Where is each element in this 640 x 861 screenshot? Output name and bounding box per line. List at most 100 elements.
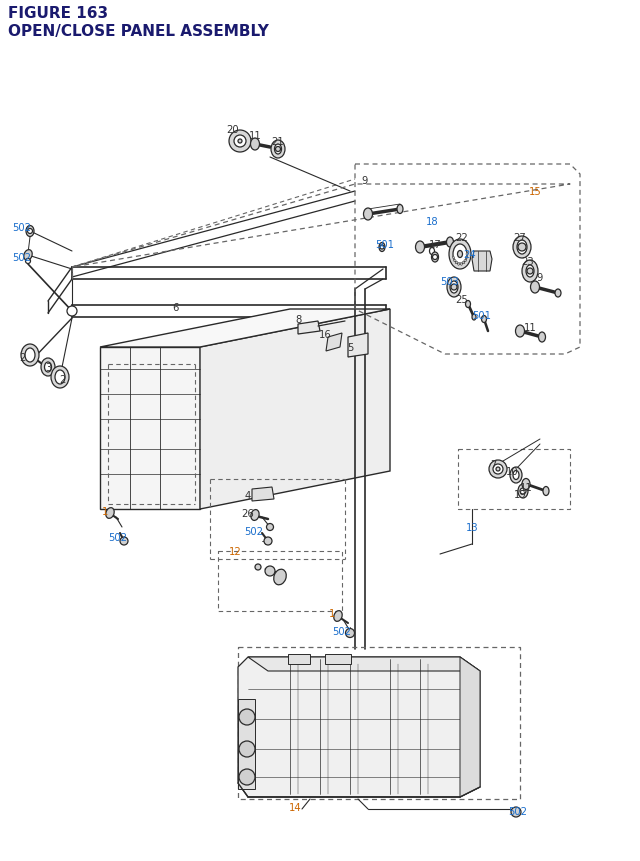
Polygon shape [100,310,390,348]
Ellipse shape [24,251,32,261]
Ellipse shape [465,257,468,259]
Ellipse shape [449,239,471,269]
Ellipse shape [513,237,531,258]
Text: 11: 11 [248,131,261,141]
Ellipse shape [543,487,549,496]
Circle shape [275,147,280,152]
Ellipse shape [453,260,456,262]
Ellipse shape [364,208,372,220]
Text: 14: 14 [289,802,301,812]
Ellipse shape [466,253,468,257]
Ellipse shape [510,468,522,483]
Circle shape [433,255,438,260]
Ellipse shape [513,471,519,480]
Ellipse shape [447,278,461,298]
Polygon shape [298,322,320,335]
Ellipse shape [515,325,525,338]
Ellipse shape [51,367,69,388]
Ellipse shape [274,569,286,585]
Ellipse shape [450,282,458,294]
Ellipse shape [275,145,282,155]
Ellipse shape [26,226,34,238]
Text: 27: 27 [514,232,526,243]
Text: 13: 13 [466,523,478,532]
Circle shape [28,229,33,234]
Ellipse shape [21,344,39,367]
Polygon shape [238,699,255,789]
Polygon shape [472,251,492,272]
Polygon shape [248,657,480,672]
Text: 502: 502 [109,532,127,542]
Text: 502: 502 [333,626,351,636]
Ellipse shape [460,263,462,266]
Text: 11: 11 [524,323,536,332]
Text: 22: 22 [456,232,468,243]
Ellipse shape [271,141,285,158]
Text: 23: 23 [522,257,534,267]
Text: 502: 502 [509,806,527,816]
Circle shape [346,629,355,638]
Circle shape [120,537,128,545]
Ellipse shape [379,243,385,252]
Circle shape [496,468,500,472]
Circle shape [451,285,457,291]
Circle shape [238,139,242,144]
Text: 5: 5 [347,343,353,353]
Text: 21: 21 [271,137,284,147]
Polygon shape [100,348,200,510]
Ellipse shape [429,248,435,255]
Circle shape [265,567,275,576]
Ellipse shape [518,485,528,499]
Text: 502: 502 [13,223,31,232]
Text: 15: 15 [529,187,541,197]
Ellipse shape [462,263,465,264]
Text: 9: 9 [362,176,368,186]
Ellipse shape [465,301,470,308]
Ellipse shape [106,508,114,518]
Circle shape [511,807,521,817]
Ellipse shape [431,253,438,263]
Polygon shape [460,657,480,797]
Bar [288,654,310,664]
Text: 2: 2 [19,353,25,362]
Circle shape [520,488,526,494]
Ellipse shape [531,282,540,294]
Ellipse shape [397,205,403,214]
Text: 11: 11 [520,482,532,492]
Ellipse shape [458,263,460,266]
Ellipse shape [45,362,51,373]
Text: 501: 501 [472,311,492,320]
Ellipse shape [472,314,476,320]
Ellipse shape [555,289,561,298]
Text: 10: 10 [506,467,518,476]
Circle shape [489,461,507,479]
Text: 8: 8 [295,314,301,325]
Circle shape [380,245,384,250]
Text: 20: 20 [227,125,239,135]
Ellipse shape [250,139,259,151]
Circle shape [26,259,31,264]
Ellipse shape [526,266,534,278]
Ellipse shape [455,263,458,264]
Text: 6: 6 [172,303,178,313]
Text: OPEN/CLOSE PANEL ASSEMBLY: OPEN/CLOSE PANEL ASSEMBLY [8,24,269,39]
Text: 16: 16 [319,330,332,339]
Ellipse shape [464,260,467,262]
Text: 2: 2 [59,375,65,385]
Text: 25: 25 [456,294,468,305]
Ellipse shape [447,238,454,248]
Text: 503: 503 [440,276,460,287]
Text: 3: 3 [45,362,51,373]
Ellipse shape [452,257,454,259]
Ellipse shape [334,611,342,622]
Text: FIGURE 163: FIGURE 163 [8,6,108,21]
Polygon shape [200,310,390,510]
Polygon shape [252,487,274,501]
Text: 17: 17 [429,239,442,250]
Text: 12: 12 [228,547,241,556]
Circle shape [264,537,272,545]
Ellipse shape [251,510,259,521]
Ellipse shape [453,245,467,264]
Text: 7: 7 [490,460,496,469]
Polygon shape [326,333,342,351]
